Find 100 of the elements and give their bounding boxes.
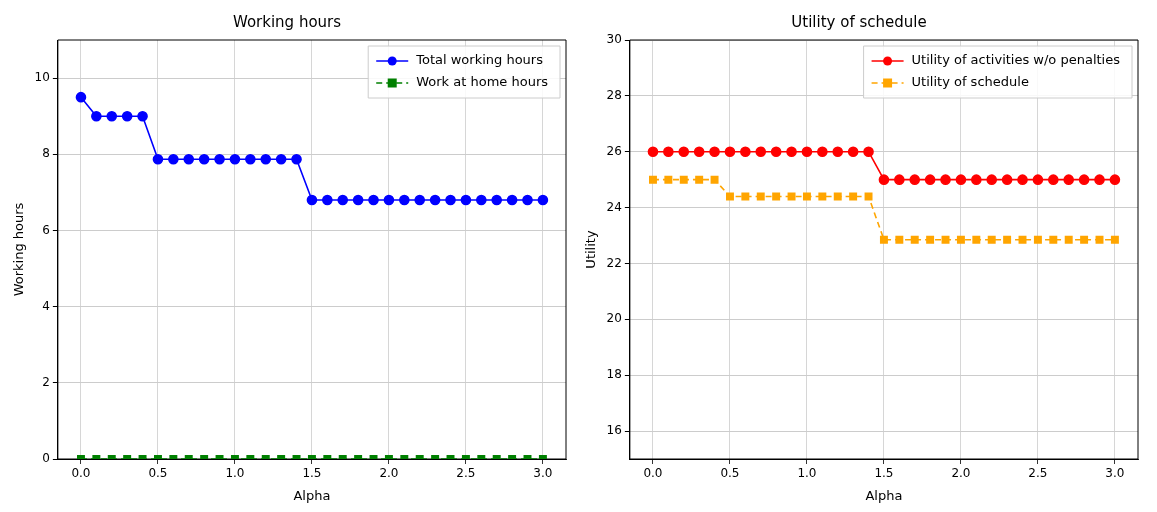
- point: [383, 194, 395, 206]
- point: [229, 153, 241, 165]
- point: [879, 235, 888, 244]
- point: [956, 235, 965, 244]
- point: [817, 146, 828, 158]
- x-axis-title: Alpha: [865, 487, 903, 503]
- point: [476, 194, 487, 206]
- point: [91, 110, 102, 122]
- point: [214, 153, 225, 165]
- point: [1017, 174, 1028, 185]
- point: [368, 194, 379, 206]
- point: [291, 153, 302, 165]
- chart-title: Utility of schedule: [791, 12, 927, 31]
- point: [894, 174, 905, 185]
- x-tick-label: 2.0: [379, 466, 399, 481]
- y-tick-label: 2: [42, 374, 50, 389]
- point: [709, 146, 720, 158]
- point: [909, 174, 921, 185]
- legend-label: Utility of activities w/o penalties: [911, 52, 1121, 68]
- point: [818, 192, 827, 201]
- point: [863, 146, 874, 158]
- x-tick-label: 0.0: [643, 466, 663, 481]
- point: [337, 194, 349, 206]
- point: [772, 192, 781, 201]
- point: [940, 174, 951, 185]
- legend-label: Work at home hours: [416, 74, 549, 90]
- point: [756, 192, 765, 201]
- y-tick-label: 28: [606, 87, 622, 102]
- point: [741, 192, 750, 201]
- point: [414, 194, 426, 206]
- point: [75, 91, 87, 103]
- point: [663, 146, 674, 158]
- y-tick-label: 0: [42, 451, 50, 466]
- point: [786, 146, 797, 158]
- point: [710, 175, 719, 184]
- point: [460, 194, 472, 206]
- point: [1032, 174, 1044, 185]
- point: [322, 194, 333, 206]
- y-tick-label: 16: [606, 423, 622, 438]
- point: [910, 235, 919, 244]
- y-axis-title: Utility: [583, 230, 599, 269]
- point: [926, 235, 935, 244]
- point: [106, 110, 118, 122]
- point: [679, 175, 688, 184]
- point: [260, 153, 272, 165]
- x-tick-label: 3.0: [533, 466, 553, 481]
- point: [878, 174, 890, 185]
- x-axis-title: Alpha: [293, 487, 331, 503]
- point: [1001, 174, 1013, 185]
- point: [399, 194, 410, 206]
- point: [864, 192, 873, 201]
- point: [724, 146, 736, 158]
- point: [849, 192, 858, 201]
- point: [1049, 235, 1058, 244]
- point: [245, 153, 256, 165]
- y-tick-label: 8: [42, 146, 50, 161]
- point: [1063, 174, 1075, 185]
- y-tick-label: 24: [606, 199, 622, 214]
- point: [1018, 235, 1027, 244]
- point: [1094, 174, 1105, 185]
- legend-label: Utility of schedule: [911, 74, 1029, 90]
- point: [1033, 235, 1042, 244]
- point: [522, 194, 533, 206]
- point: [168, 153, 179, 165]
- point: [121, 110, 133, 122]
- point: [1048, 174, 1059, 185]
- point: [832, 146, 844, 158]
- point: [787, 192, 796, 201]
- legend-label: Total working hours: [415, 52, 544, 68]
- point: [1078, 174, 1090, 185]
- x-tick-label: 3.0: [1105, 466, 1125, 481]
- y-tick-label: 30: [606, 32, 622, 47]
- point: [695, 175, 704, 184]
- point: [678, 146, 690, 158]
- point: [306, 194, 318, 206]
- point: [972, 235, 981, 244]
- point: [740, 146, 751, 158]
- point: [755, 146, 767, 158]
- point: [802, 192, 811, 201]
- chart-title: Working hours: [232, 12, 342, 31]
- point: [895, 235, 904, 244]
- point: [801, 146, 813, 158]
- x-tick-label: 2.5: [456, 466, 476, 481]
- y-tick-label: 22: [606, 255, 622, 270]
- y-tick-label: 6: [42, 222, 50, 237]
- point: [847, 146, 859, 158]
- x-tick-label: 1.0: [797, 466, 817, 481]
- x-tick-label: 1.5: [302, 466, 322, 481]
- point: [955, 174, 967, 185]
- point: [693, 146, 705, 158]
- point: [725, 192, 734, 201]
- y-tick-label: 26: [606, 143, 622, 158]
- x-tick-label: 0.5: [148, 466, 168, 481]
- point: [647, 146, 659, 158]
- point: [924, 174, 936, 185]
- x-tick-label: 1.0: [225, 466, 245, 481]
- point: [664, 175, 673, 184]
- point: [987, 235, 996, 244]
- point: [1095, 235, 1104, 244]
- point: [1080, 235, 1089, 244]
